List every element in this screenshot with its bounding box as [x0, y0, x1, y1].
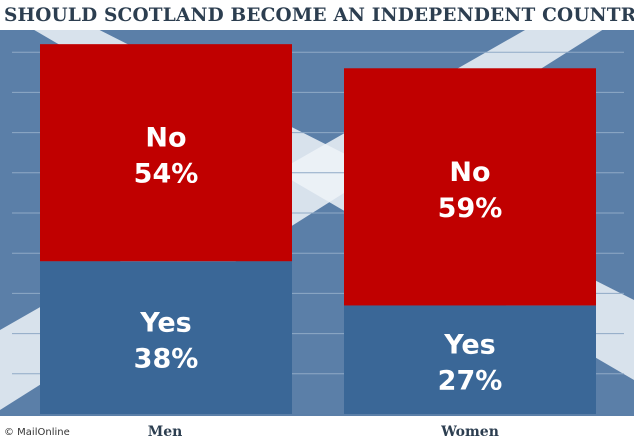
data-label: 38% — [134, 344, 199, 375]
chart-title: SHOULD SCOTLAND BECOME AN INDEPENDENT CO… — [4, 4, 634, 26]
data-label: 59% — [438, 193, 503, 224]
bar-segment-no — [344, 68, 596, 306]
x-tick-label: Women — [441, 424, 499, 440]
bar-segment-yes — [344, 305, 596, 414]
segment-series-label: Yes — [443, 330, 495, 361]
bar-segment-no — [40, 44, 292, 262]
bar-segment-yes — [40, 261, 292, 414]
data-label: 27% — [438, 366, 503, 397]
credit-label: © MailOnline — [4, 427, 70, 438]
footer-bar — [0, 416, 634, 442]
segment-series-label: No — [449, 157, 490, 188]
x-tick-label: Men — [147, 424, 183, 440]
data-label: 54% — [134, 159, 199, 190]
segment-series-label: Yes — [139, 308, 191, 339]
title-bar: SHOULD SCOTLAND BECOME AN INDEPENDENT CO… — [0, 0, 634, 30]
segment-series-label: No — [145, 123, 186, 154]
